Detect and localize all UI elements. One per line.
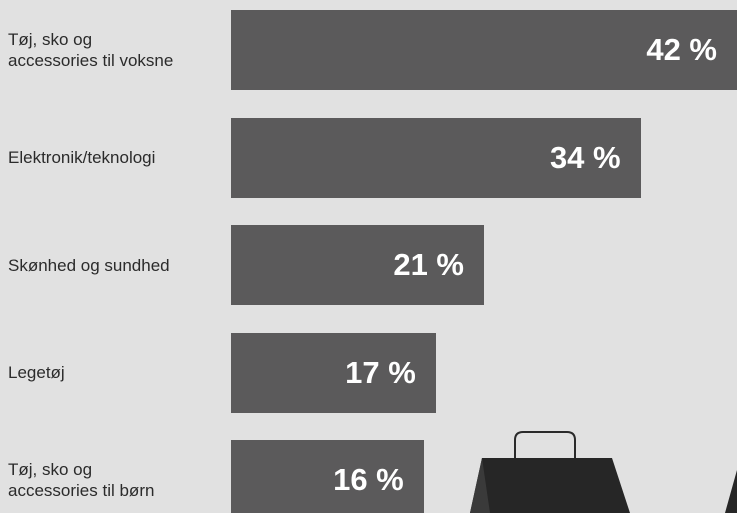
category-label: Tøj, sko og accessories til voksne <box>8 29 228 71</box>
category-label: Tøj, sko og accessories til børn <box>8 459 228 501</box>
value-label: 17 % <box>231 333 416 413</box>
category-label: Legetøj <box>8 362 228 383</box>
bag <box>470 458 630 513</box>
value-label: 16 % <box>231 440 404 513</box>
category-label: Skønhed og sundhed <box>8 255 228 276</box>
value-label: 42 % <box>231 10 717 90</box>
bag-handle <box>515 432 575 460</box>
bag <box>725 470 737 513</box>
chart: 42 %Tøj, sko og accessories til voksne 34… <box>0 0 737 513</box>
category-label: Elektronik/teknologi <box>8 147 228 168</box>
value-label: 34 % <box>231 118 621 198</box>
value-label: 21 % <box>231 225 464 305</box>
